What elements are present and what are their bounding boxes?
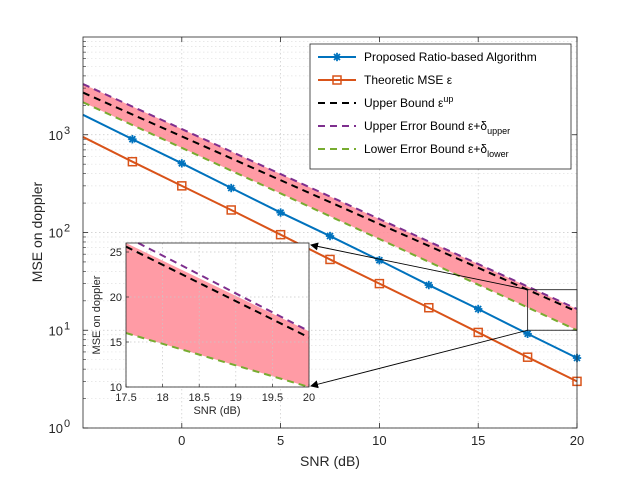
legend-marker-star (332, 52, 342, 62)
inset-error-band-fill (126, 243, 309, 387)
legend: Proposed Ratio-based Algorithm Theoretic … (309, 43, 572, 170)
legend-label: Upper Bound εup (364, 94, 453, 110)
inset-x-tick-label: 19.5 (262, 392, 283, 404)
inset-x-tick-label: 18 (156, 392, 168, 404)
legend-item-lower_error: Lower Error Bound ε+δlower (318, 142, 509, 159)
marker-proposed (227, 183, 236, 193)
series-line-theoretic (82, 136, 578, 383)
marker-proposed (424, 280, 433, 290)
y-tick-exponent: 2 (64, 223, 70, 235)
error-band-fill (83, 84, 577, 331)
series-line-upper_bound (82, 91, 578, 313)
series-line-upper_error (82, 83, 578, 310)
legend-label: Theoretic MSE ε (364, 73, 453, 87)
marker-theoretic (177, 181, 187, 191)
legend-box (309, 43, 572, 170)
legend-label: Lower Error Bound ε+δlower (364, 142, 509, 159)
inset-y-axis-label: MSE on doppler (91, 275, 103, 354)
inset-x-ticks: 17.5 18 18.5 19 19.5 20 (115, 384, 315, 404)
marker-proposed (474, 304, 483, 314)
inset-series-line-upper_error (137, 242, 310, 333)
error-band-area (83, 84, 577, 331)
marker-theoretic (127, 156, 138, 167)
marker-theoretic (424, 302, 434, 313)
inset-series-lines (125, 242, 310, 388)
marker-proposed (375, 256, 384, 265)
marker-theoretic (275, 229, 286, 240)
marker-theoretic (522, 352, 533, 362)
legend-label: Proposed Ratio-based Algorithm (364, 50, 537, 64)
zoom-rectangle (527, 289, 578, 331)
inset-y-tick-label: 15 (110, 337, 122, 349)
x-tick-label: 5 (277, 433, 284, 448)
x-tick-label: 10 (372, 433, 386, 448)
marker-proposed (523, 329, 532, 338)
zoom-arrow-bottom (310, 329, 528, 389)
legend-marker-square (332, 75, 342, 85)
inset-x-tick-label: 18.5 (188, 392, 209, 404)
marker-proposed (276, 208, 285, 217)
legend-item-upper_error: Upper Error Bound ε+δupper (318, 119, 510, 136)
x-tick-label: 15 (471, 433, 485, 448)
series-line-lower_error (82, 101, 578, 332)
zoom-arrows (310, 242, 528, 389)
inset-error-band-area (126, 243, 309, 387)
inset-x-tick-label: 17.5 (115, 392, 136, 404)
y-tick-label: 10 (49, 226, 63, 241)
y-tick-exponent: 1 (64, 320, 70, 332)
y-tick-exponent: 0 (64, 418, 70, 430)
marker-theoretic (325, 254, 335, 265)
zoom-arrow-top (310, 242, 528, 291)
y-tick-label: 10 (49, 421, 63, 436)
y-tick-exponent: 3 (64, 125, 70, 137)
y-axis-label: MSE on doppler (29, 181, 45, 282)
marker-proposed (177, 159, 186, 168)
inset-y-tick-label: 25 (110, 247, 122, 259)
marker-proposed (325, 231, 335, 241)
inset-y-tick-label: 10 (110, 382, 122, 394)
inset-plot: 17.5 18 18.5 19 19.5 20 10 15 20 25 SNR (dB) MSE… (91, 242, 315, 417)
main-series-markers (127, 135, 582, 387)
inset-x-tick-label: 19 (230, 392, 242, 404)
inset-y-tick-label: 20 (110, 292, 122, 304)
zoom-box (527, 289, 578, 331)
x-tick-label: 0 (178, 433, 185, 448)
inset-axes-box (125, 242, 310, 388)
marker-theoretic (374, 278, 385, 289)
y-tick-label: 10 (49, 323, 63, 338)
marker-theoretic (226, 205, 236, 215)
legend-item-theoretic: Theoretic MSE ε (318, 73, 453, 87)
legend-label: Upper Error Bound ε+δupper (364, 119, 510, 136)
y-tick-label: 10 (49, 128, 63, 143)
inset-series-line-upper_bound (125, 245, 310, 339)
marker-theoretic (473, 327, 483, 338)
marker-proposed (128, 135, 137, 144)
x-axis-label: SNR (dB) (300, 453, 360, 469)
inset-y-ticks: 10 15 20 25 (110, 247, 129, 394)
legend-item-upper_bound: Upper Bound εup (318, 94, 453, 110)
main-x-ticks: 0 5 10 15 20 (178, 37, 584, 448)
x-tick-label: 20 (570, 433, 584, 448)
inset-series-line-lower_error (125, 332, 310, 388)
inset-x-axis-label: SNR (dB) (193, 405, 240, 417)
inset-x-tick-label: 20 (303, 392, 315, 404)
legend-item-proposed: Proposed Ratio-based Algorithm (318, 50, 537, 64)
